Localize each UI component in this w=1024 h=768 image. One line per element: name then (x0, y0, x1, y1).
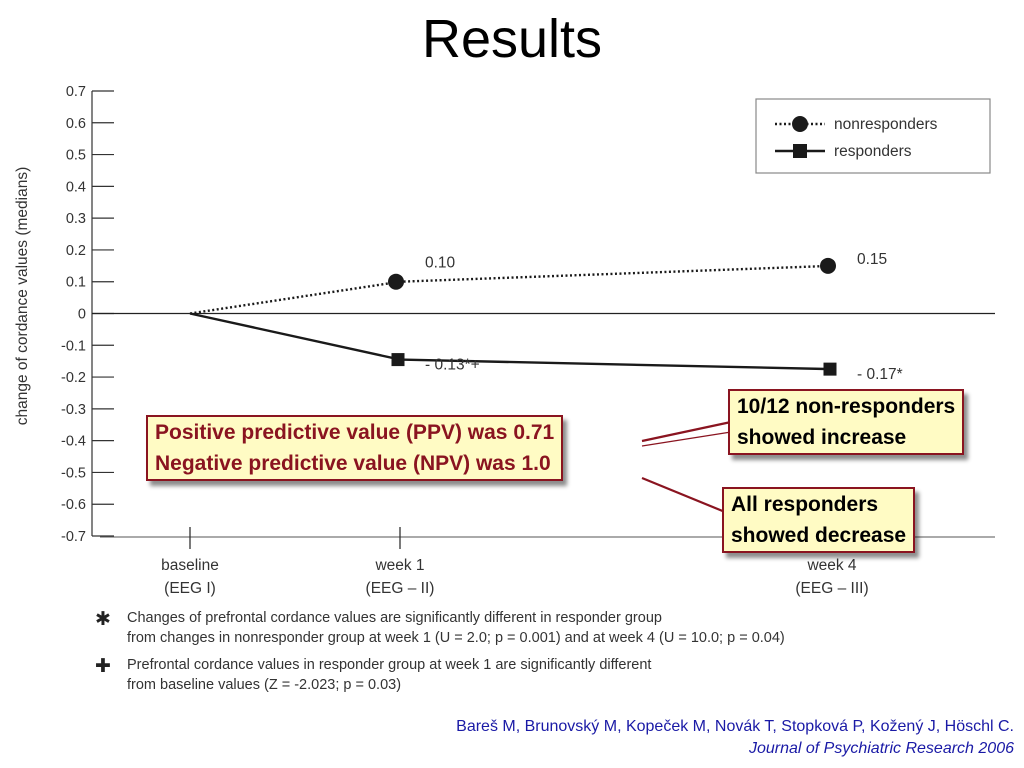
y-tick-label: -0.3 (61, 402, 86, 418)
x-tick-label: (EEG – II) (366, 580, 435, 597)
y-tick-label: -0.5 (61, 465, 86, 481)
data-label-nonresponders: 0.15 (857, 251, 887, 268)
y-tick-label: 0.1 (66, 275, 86, 291)
point-nonresponders (820, 257, 836, 274)
x-tick-label: (EEG – III) (795, 580, 868, 597)
legend-label-nonresponders: nonresponders (834, 116, 938, 133)
responders-callout-line2: showed decrease (731, 524, 907, 547)
x-tick-label: baseline (161, 557, 219, 574)
connector-line-nonresponders (641, 420, 732, 443)
y-tick-label: 0.7 (66, 84, 86, 100)
y-tick-label: 0.3 (66, 211, 86, 227)
y-tick-label: -0.6 (61, 497, 86, 513)
slide-title: Results (421, 9, 603, 69)
y-tick-label: 0.6 (66, 116, 86, 132)
nonresponders-callout-line2: showed increase (737, 426, 907, 449)
legend-marker-responders (793, 144, 807, 158)
nonresponders-callout-line1: 10/12 non-responders (737, 395, 956, 418)
connector-line-nonresponders-2 (641, 431, 732, 447)
footnote-2-line-1: Prefrontal cordance values in responder … (127, 657, 652, 673)
ppv-npv-callout: Positive predictive value (PPV) was 0.71… (146, 415, 564, 481)
series-line-responders (189, 312, 833, 371)
x-tick-label: week 4 (806, 557, 856, 574)
footnote-asterisk-symbol: ✱ (95, 609, 111, 630)
data-label-nonresponders: 0.10 (425, 255, 456, 272)
legend-marker-nonresponders (792, 116, 808, 132)
nonresponders-callout: 10/12 non-responders showed increase (728, 389, 965, 455)
legend-label-responders: responders (834, 143, 912, 160)
footnote-2: Prefrontal cordance values in responder … (127, 655, 651, 695)
x-tick-label: week 1 (374, 557, 424, 574)
y-tick-label: 0.5 (66, 148, 86, 164)
data-label-responders: - 0.13*+ (425, 357, 480, 374)
series-line-nonresponders (189, 264, 833, 315)
footnote-1: Changes of prefrontal cordance values ar… (127, 608, 785, 648)
connector-line-responders (641, 476, 726, 514)
point-nonresponders (388, 273, 404, 290)
responders-callout-line1: All responders (731, 493, 879, 516)
y-tick-label: -0.7 (61, 529, 86, 545)
citation-journal: Journal of Psychiatric Research 2006 (748, 740, 1014, 757)
data-label-responders: - 0.17* (857, 366, 903, 383)
y-tick-label: -0.1 (61, 338, 86, 354)
y-tick-label: -0.2 (61, 370, 86, 386)
citation-authors: Bareš M, Brunovský M, Kopeček M, Novák T… (456, 718, 1014, 735)
x-tick-label: (EEG I) (164, 580, 216, 597)
point-responders (823, 362, 837, 376)
y-tick-label: 0 (78, 307, 86, 323)
footnote-1-line-2: from changes in nonresponder group at we… (127, 630, 785, 646)
ppv-text: Positive predictive value (PPV) was 0.71 (155, 421, 555, 444)
footnote-2-line-2: from baseline values (Z = -2.023; p = 0.… (127, 677, 402, 693)
y-tick-label: 0.4 (66, 179, 86, 195)
y-tick-label: -0.4 (61, 434, 86, 450)
y-axis-title: change of cordance values (medians) (14, 167, 31, 425)
npv-text: Negative predictive value (NPV) was 1.0 (155, 452, 551, 475)
point-responders (391, 353, 405, 367)
footnote-plus-symbol: ✚ (95, 656, 111, 677)
legend-box (755, 98, 991, 174)
footnote-1-line-1: Changes of prefrontal cordance values ar… (127, 610, 662, 626)
y-tick-label: 0.2 (66, 243, 86, 259)
responders-callout: All responders showed decrease (722, 487, 916, 553)
